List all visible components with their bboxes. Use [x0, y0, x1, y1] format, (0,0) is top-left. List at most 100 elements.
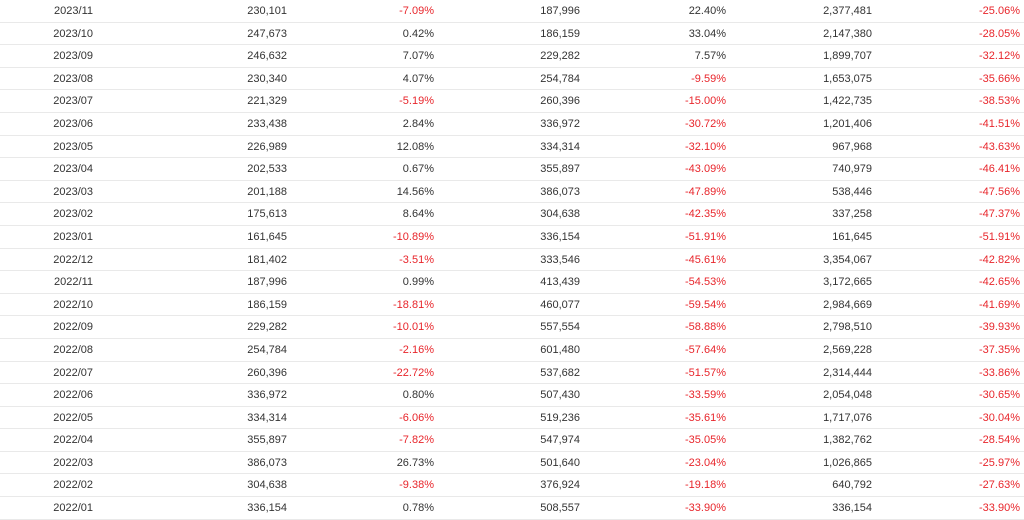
change-b-cell: 22.40%: [688, 5, 726, 17]
month-cell: 2023/10: [53, 27, 93, 40]
cumulative-cell: 1,201,406: [823, 117, 872, 130]
value-b-cell: 229,282: [540, 50, 580, 63]
value-a-cell: 230,340: [247, 72, 287, 85]
value-a-cell: 247,673: [247, 27, 287, 40]
cumulative-change-cell: -41.69%: [979, 298, 1020, 311]
cumulative-cell: 161,645: [832, 230, 872, 243]
change-a-cell: 0.78%: [402, 502, 434, 515]
month-cell: 2022/03: [53, 456, 93, 469]
month-cell: 2022/04: [53, 434, 93, 447]
value-b-cell: 508,557: [540, 502, 580, 515]
table-row: 2022/04 355,897 -7.82% 547,974 -35.05% 1,382,…: [0, 429, 1024, 452]
change-a-cell: -22.72%: [393, 366, 434, 379]
table-row: 2023/09 246,632 7.07% 229,282 7.57% 1,899,707…: [0, 45, 1024, 68]
value-b-cell: 336,972: [540, 117, 580, 130]
cumulative-change-cell: -28.05%: [979, 27, 1020, 40]
change-b-cell: -42.35%: [685, 208, 726, 221]
table-row: 2022/11 187,996 0.99% 413,439 -54.53% 3,172,6…: [0, 271, 1024, 294]
change-a-cell: -10.01%: [393, 321, 434, 334]
month-cell: 2023/01: [53, 230, 93, 243]
cumulative-cell: 2,984,669: [823, 298, 872, 311]
cumulative-change-cell: -28.54%: [979, 434, 1020, 447]
month-cell: 2022/10: [53, 298, 93, 311]
cumulative-cell: 538,446: [832, 185, 872, 198]
cumulative-change-cell: -46.41%: [979, 163, 1020, 176]
value-a-cell: 187,996: [247, 276, 287, 289]
cumulative-cell: 3,172,665: [823, 276, 872, 289]
month-cell: 2022/08: [53, 343, 93, 356]
value-b-cell: 254,784: [540, 72, 580, 85]
change-b-cell: -35.05%: [685, 434, 726, 447]
value-b-cell: 547,974: [540, 434, 580, 447]
value-b-cell: 376,924: [540, 479, 580, 492]
cumulative-change-cell: -25.97%: [979, 456, 1020, 469]
change-b-cell: -57.64%: [685, 343, 726, 356]
table-row: 2023/01 161,645 -10.89% 336,154 -51.91% 161,6…: [0, 226, 1024, 249]
change-b-cell: -54.53%: [685, 276, 726, 289]
change-a-cell: 12.08%: [396, 140, 434, 153]
month-cell: 2023/07: [53, 95, 93, 108]
cumulative-cell: 2,798,510: [823, 321, 872, 334]
value-b-cell: 187,996: [540, 5, 580, 17]
change-b-cell: -45.61%: [685, 253, 726, 266]
change-a-cell: 0.42%: [402, 27, 434, 40]
change-a-cell: 26.73%: [396, 456, 434, 469]
cumulative-cell: 740,979: [832, 163, 872, 176]
month-cell: 2023/11: [54, 5, 93, 17]
value-b-cell: 460,077: [540, 298, 580, 311]
cumulative-cell: 2,314,444: [823, 366, 872, 379]
change-a-cell: -5.19%: [399, 95, 434, 108]
value-b-cell: 355,897: [540, 163, 580, 176]
value-a-cell: 246,632: [247, 50, 287, 63]
cumulative-change-cell: -37.35%: [979, 343, 1020, 356]
cumulative-cell: 1,422,735: [823, 95, 872, 108]
value-a-cell: 334,314: [247, 411, 287, 424]
month-cell: 2022/06: [53, 389, 93, 402]
change-a-cell: 7.07%: [402, 50, 434, 63]
value-a-cell: 336,972: [247, 389, 287, 402]
value-b-cell: 557,554: [540, 321, 580, 334]
change-a-cell: -3.51%: [399, 253, 434, 266]
value-a-cell: 260,396: [247, 366, 287, 379]
value-a-cell: 336,154: [247, 502, 287, 515]
value-b-cell: 186,159: [540, 27, 580, 40]
month-cell: 2023/08: [53, 72, 93, 85]
change-b-cell: -33.59%: [685, 389, 726, 402]
cumulative-change-cell: -35.66%: [979, 72, 1020, 85]
value-b-cell: 519,236: [540, 411, 580, 424]
change-b-cell: -33.90%: [685, 502, 726, 515]
month-cell: 2023/04: [53, 163, 93, 176]
value-a-cell: 175,613: [247, 208, 287, 221]
value-a-cell: 186,159: [247, 298, 287, 311]
table-row: 2022/12 181,402 -3.51% 333,546 -45.61% 3,354,…: [0, 249, 1024, 272]
cumulative-cell: 1,717,076: [823, 411, 872, 424]
change-a-cell: -6.06%: [399, 411, 434, 424]
value-b-cell: 601,480: [540, 343, 580, 356]
cumulative-cell: 1,653,075: [823, 72, 872, 85]
cumulative-change-cell: -51.91%: [979, 230, 1020, 243]
change-b-cell: -15.00%: [685, 95, 726, 108]
cumulative-cell: 2,147,380: [823, 27, 872, 40]
month-cell: 2023/05: [53, 140, 93, 153]
value-a-cell: 181,402: [247, 253, 287, 266]
value-a-cell: 386,073: [247, 456, 287, 469]
month-cell: 2022/02: [53, 479, 93, 492]
cumulative-cell: 640,792: [832, 479, 872, 492]
change-a-cell: 8.64%: [402, 208, 434, 221]
table-row: 2022/02 304,638 -9.38% 376,924 -19.18% 640,79…: [0, 474, 1024, 498]
table-row: 2022/06 336,972 0.80% 507,430 -33.59% 2,054,0…: [0, 384, 1024, 407]
cumulative-change-cell: -27.63%: [979, 479, 1020, 492]
month-cell: 2022/12: [53, 253, 93, 266]
change-a-cell: -9.38%: [399, 479, 434, 492]
cumulative-change-cell: -41.51%: [979, 117, 1020, 130]
change-a-cell: 0.67%: [402, 163, 434, 176]
table-row: 2022/10 186,159 -18.81% 460,077 -59.54% 2,984…: [0, 294, 1024, 317]
cumulative-change-cell: -47.56%: [979, 185, 1020, 198]
change-a-cell: -10.89%: [393, 230, 434, 243]
change-b-cell: -58.88%: [685, 321, 726, 334]
value-a-cell: 221,329: [247, 95, 287, 108]
cumulative-cell: 336,154: [832, 502, 872, 515]
value-b-cell: 507,430: [540, 389, 580, 402]
change-a-cell: 2.84%: [402, 117, 434, 130]
